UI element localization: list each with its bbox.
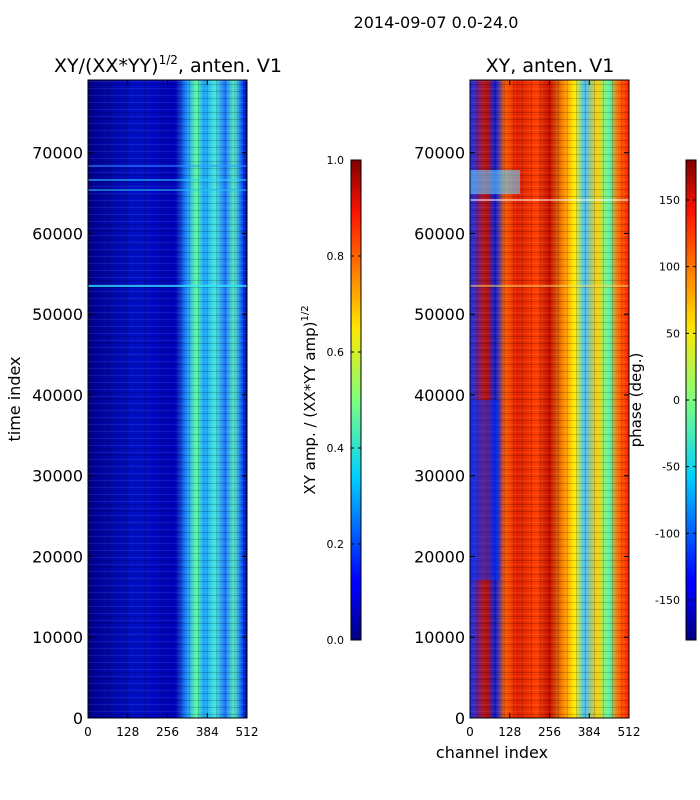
phase-band	[470, 170, 520, 194]
colorbar-tick-label: 50	[666, 327, 680, 340]
y-tick-label: 50000	[32, 305, 83, 324]
colorbar-tick-label: -150	[655, 594, 680, 607]
amplitude-title-main: XY/(XX*YY)	[54, 55, 159, 77]
amplitude-colorbar-label: XY amp. / (XX*YY amp)1/2	[300, 305, 319, 494]
colorbar-tick-label: 100	[659, 261, 680, 274]
amplitude-ylabel: time index	[5, 356, 24, 441]
x-tick-label: 0	[466, 725, 474, 739]
amplitude-panel: XY/(XX*YY)1/2, anten. V1 time index 0 100…	[5, 53, 282, 739]
colorbar-tick-label: 0.2	[327, 538, 345, 551]
colorbar-tick-label: -50	[662, 461, 680, 474]
y-tick-label: 30000	[32, 467, 83, 486]
phase-colorbar-label: phase (deg.)	[627, 353, 645, 448]
colorbar-tick-label: 0.4	[327, 442, 345, 455]
y-tick-label: 70000	[32, 144, 83, 163]
amplitude-colorbar: 0.0 0.2 0.4 0.6 0.8 1.0 XY amp. / (XX*YY amp)…	[300, 154, 362, 647]
colorbar-tick-label: 0	[673, 394, 680, 407]
x-tick-label: 256	[538, 725, 561, 739]
y-tick-label: 20000	[32, 547, 83, 566]
colorbar-tick-label: 0.8	[327, 250, 345, 263]
x-tick-label: 512	[618, 725, 641, 739]
phase-panel-title: XY, anten. V1	[486, 55, 615, 77]
phase-colorbar: -150 -100 -50 0 50 100 150 phase (deg.)	[627, 159, 697, 641]
y-tick-label: 30000	[414, 467, 465, 486]
amplitude-panel-title: XY/(XX*YY)1/2, anten. V1	[54, 53, 282, 77]
amplitude-title-suffix: , anten. V1	[178, 55, 282, 77]
y-tick-label: 20000	[414, 547, 465, 566]
phase-panel: XY, anten. V1 channel index 0 10000 20000 3…	[414, 55, 640, 762]
amplitude-colorbar-label-exponent: 1/2	[300, 305, 311, 321]
x-tick-label: 128	[498, 725, 521, 739]
colorbar-tick-label: 0.0	[327, 634, 345, 647]
amplitude-colorbar-label-main: XY amp. / (XX*YY amp)	[301, 322, 319, 495]
amplitude-colorbar-gradient	[350, 159, 362, 641]
colorbar-tick-label: 0.6	[327, 346, 345, 359]
x-tick-label: 0	[84, 725, 92, 739]
x-tick-label: 384	[578, 725, 601, 739]
y-tick-label: 50000	[414, 305, 465, 324]
x-tick-label: 256	[156, 725, 179, 739]
x-tick-label: 384	[196, 725, 219, 739]
x-tick-label: 512	[236, 725, 259, 739]
phase-xlabel: channel index	[436, 743, 548, 762]
y-tick-label: 10000	[32, 628, 83, 647]
colorbar-tick-label: -100	[655, 527, 680, 540]
amplitude-heatmap-texture-v	[88, 80, 247, 718]
y-tick-label: 40000	[32, 386, 83, 405]
y-tick-label: 60000	[414, 224, 465, 243]
colorbar-tick-label: 150	[659, 194, 680, 207]
colorbar-tick-label: 1.0	[327, 154, 345, 167]
y-tick-label: 40000	[414, 386, 465, 405]
y-tick-label: 60000	[32, 224, 83, 243]
x-tick-label: 128	[116, 725, 139, 739]
y-tick-label: 70000	[414, 144, 465, 163]
amplitude-title-exponent: 1/2	[159, 53, 178, 67]
y-tick-label: 0	[455, 709, 465, 728]
figure-suptitle: 2014-09-07 0.0-24.0	[354, 13, 519, 32]
phase-band	[470, 400, 500, 580]
y-tick-label: 10000	[414, 628, 465, 647]
y-tick-label: 0	[73, 709, 83, 728]
